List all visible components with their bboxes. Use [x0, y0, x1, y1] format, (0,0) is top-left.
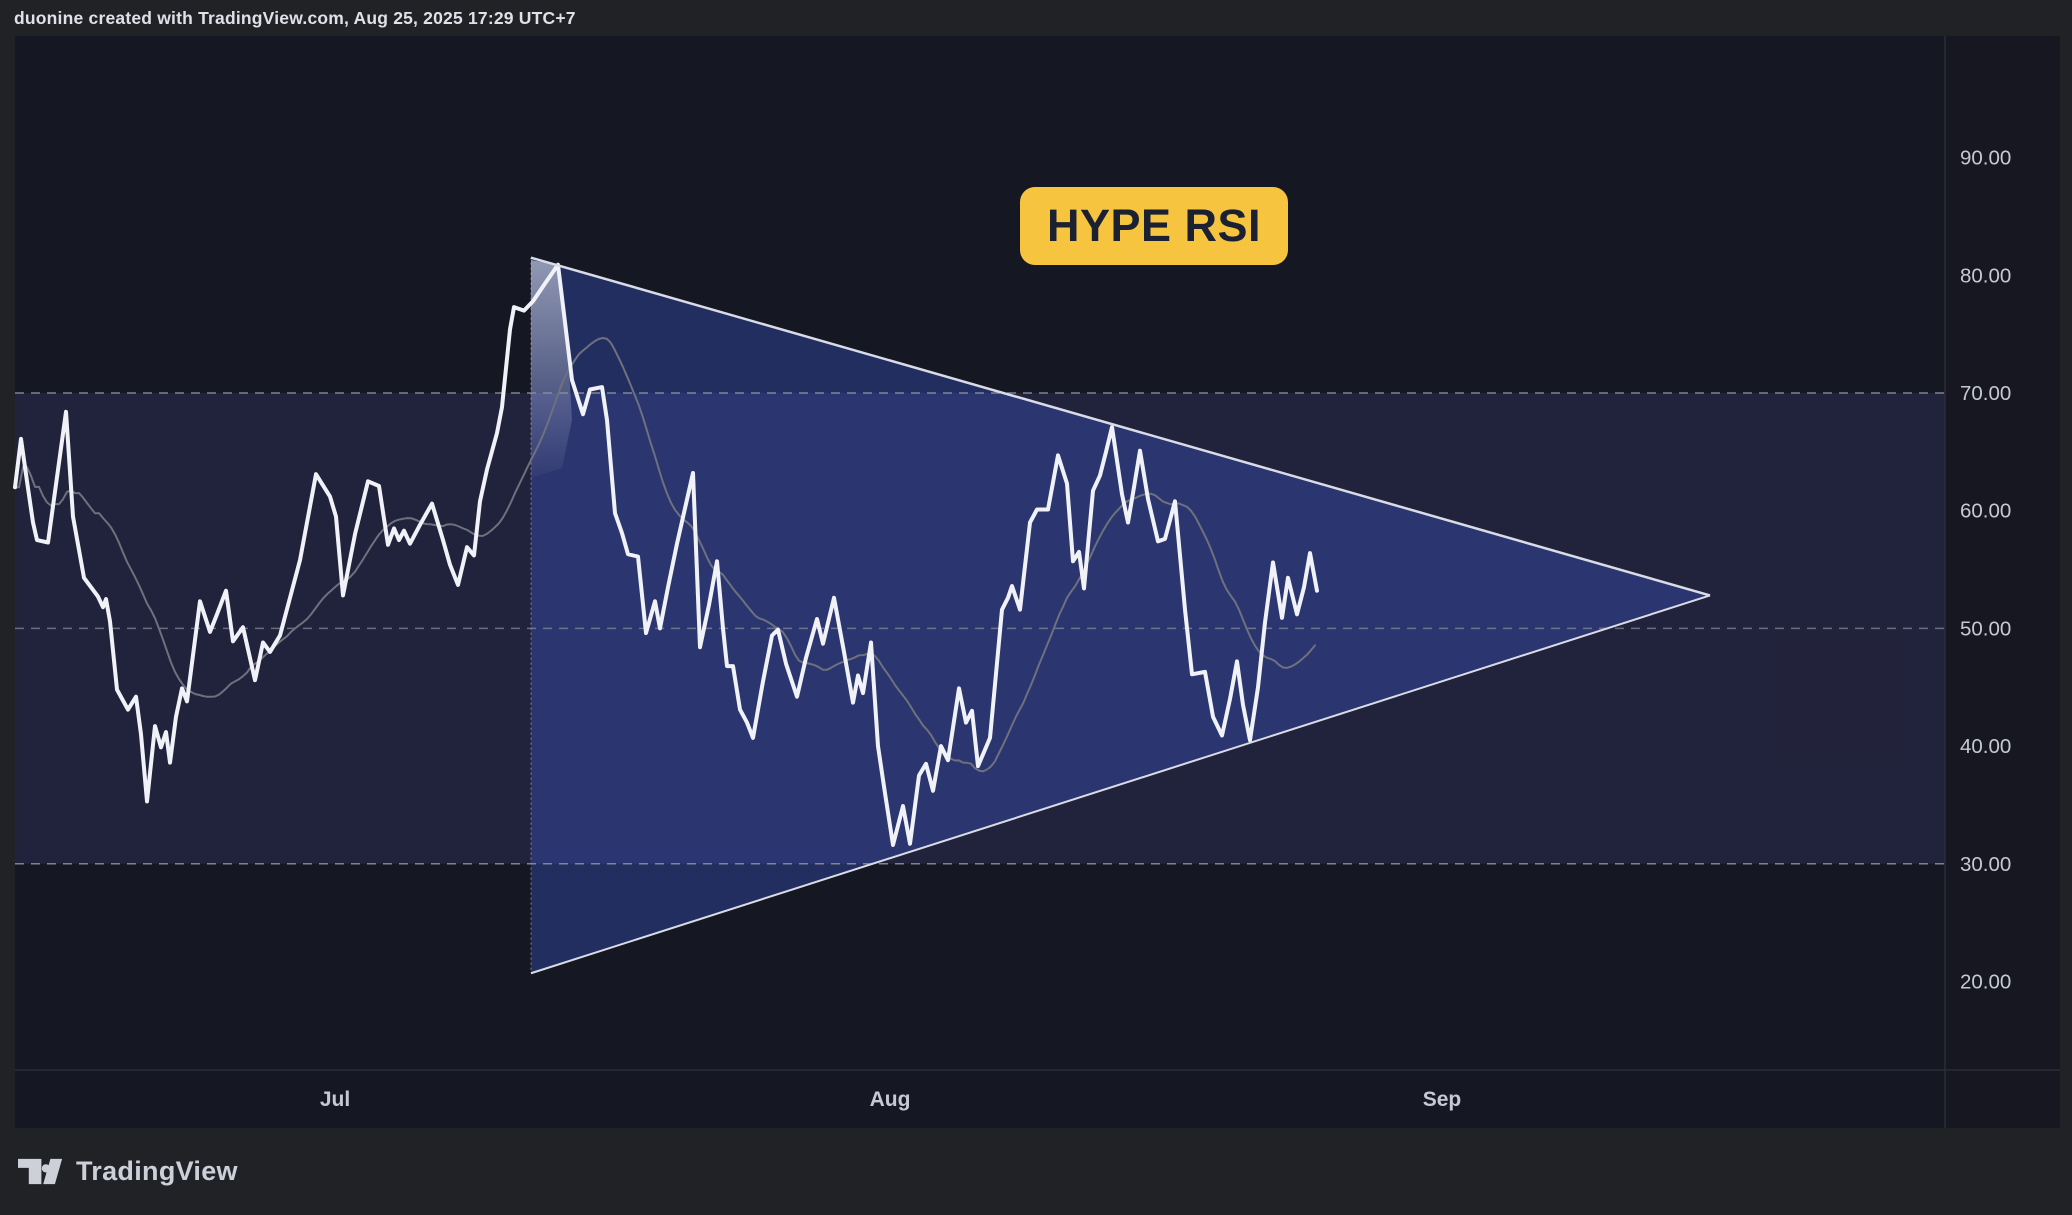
y-axis-label-50[interactable]: 50.00 — [1960, 617, 2011, 640]
y-axis-label-20[interactable]: 20.00 — [1960, 971, 2011, 994]
triangle-lower-trendline[interactable] — [530, 594, 1711, 975]
y-axis-label-30[interactable]: 30.00 — [1960, 853, 2011, 876]
rsi-line — [13, 262, 1319, 847]
triangle-upper-trendline[interactable] — [530, 256, 1711, 597]
y-axis-label-60[interactable]: 60.00 — [1960, 500, 2011, 523]
y-axis-label-80[interactable]: 80.00 — [1960, 264, 2011, 287]
price-axis-bg[interactable] — [1945, 36, 2060, 1128]
y-axis-label-40[interactable]: 40.00 — [1960, 735, 2011, 758]
hype-rsi-badge: HYPE RSI — [1020, 187, 1289, 265]
tradingview-logo-icon[interactable] — [18, 1158, 63, 1185]
tradingview-logo-bar: TradingView — [0, 1128, 2072, 1215]
y-axis-label-70[interactable]: 70.00 — [1960, 382, 2011, 405]
x-axis-label-aug[interactable]: Aug — [870, 1088, 911, 1111]
rsi-ma-line — [14, 337, 1316, 773]
triangle-pattern-fill — [531, 257, 1710, 974]
tradingview-logo-text[interactable]: TradingView — [76, 1156, 238, 1186]
watermark-attribution: duonine created with TradingView.com, Au… — [14, 8, 576, 28]
x-axis-label-sep[interactable]: Sep — [1423, 1088, 1462, 1111]
x-axis-label-jul[interactable]: Jul — [320, 1088, 350, 1111]
y-axis-label-90[interactable]: 90.00 — [1960, 147, 2011, 170]
overbought-gradient — [531, 260, 572, 478]
